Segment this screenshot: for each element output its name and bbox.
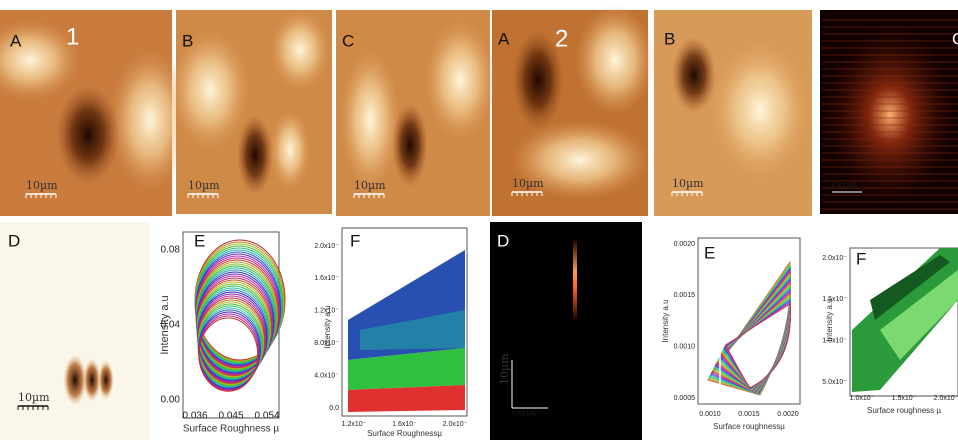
scale-label: 0.00(1/Å) xyxy=(832,183,857,190)
curve xyxy=(724,303,791,389)
panel-letter: E xyxy=(704,243,715,262)
y-tick-label: 2.0x10⁻ xyxy=(314,243,339,250)
panel-d1 xyxy=(0,222,150,440)
panel-c2 xyxy=(820,10,958,214)
panel-letter: E xyxy=(194,231,205,250)
plot-f1 xyxy=(341,227,468,417)
y-tick-label: 0.0005 xyxy=(674,395,696,402)
panel-letter: D xyxy=(8,231,20,250)
scale-label: 10µm xyxy=(512,177,544,190)
x-axis-label: Surface Roughnessµ xyxy=(367,429,442,438)
y-tick-label: 1.5x10⁻ xyxy=(822,296,847,303)
panel-c1 xyxy=(336,10,495,216)
panel-letter: A xyxy=(498,29,510,48)
panel-d2 xyxy=(490,222,642,440)
x-tick-label: 1.6x10⁻ xyxy=(392,421,417,428)
scale-label: 10µm xyxy=(188,179,220,192)
x-tick-label: 0.036 xyxy=(182,411,207,422)
y-axis-label: Intensity a.u xyxy=(661,299,670,342)
scale-label: 10µm xyxy=(498,353,511,385)
scale-label: 10µm xyxy=(18,391,50,404)
panel-letter: F xyxy=(350,231,360,250)
curve xyxy=(198,317,259,392)
y-tick-label: 1.6x10⁻ xyxy=(314,275,339,282)
x-tick-label: 2.0x10⁻ xyxy=(443,421,468,428)
x-tick-label: 1.0x10⁻ xyxy=(850,395,875,402)
panel-a2 xyxy=(492,5,655,216)
x-axis-label: Surface Roughness µ xyxy=(183,424,280,435)
panel-letter: D xyxy=(497,231,509,250)
scale-label: 10µm xyxy=(26,179,58,192)
y-tick-label: 0.0010 xyxy=(674,344,696,351)
y-axis-label: Intensity a.u xyxy=(159,295,171,354)
panel-letter: F xyxy=(856,249,866,268)
group-label: 1 xyxy=(66,23,79,50)
y-tick-label: 8.0x10⁻ xyxy=(314,340,339,347)
group-label: 2 xyxy=(555,25,568,52)
y-tick-label: 1.0x10⁻ xyxy=(822,338,847,345)
x-tick-label: 1.2x10⁻ xyxy=(342,421,367,428)
y-tick-label: 0.0015 xyxy=(674,292,696,299)
plot-f2 xyxy=(849,247,958,397)
x-tick-label: 0.0010 xyxy=(699,411,721,418)
x-axis-label: Surface roughness µ xyxy=(867,406,941,415)
y-tick-label: 0.04 xyxy=(161,320,181,331)
plot-e2 xyxy=(697,237,801,405)
x-tick-label: 2.0x10⁻ xyxy=(934,395,958,402)
panel-letter: C xyxy=(952,29,958,48)
y-tick-label: 1.2x10⁻ xyxy=(314,308,339,315)
y-tick-label: 5.0x10⁻ xyxy=(822,379,847,386)
x-tick-label: 0.054 xyxy=(254,411,279,422)
y-tick-label: 4.0x10⁻ xyxy=(314,372,339,379)
y-tick-label: 0.0 xyxy=(329,405,339,412)
panel-letter: C xyxy=(342,31,354,50)
panel-letter: B xyxy=(182,31,193,50)
scale-label: 10µm xyxy=(672,177,704,190)
x-tick-label: 0.0015 xyxy=(738,411,760,418)
panel-letter: A xyxy=(10,31,22,50)
y-axis-label: Intensity a.u xyxy=(825,298,834,341)
x-tick-label: 1.5x10⁻ xyxy=(892,395,917,402)
y-tick-label: 2.0x10⁻ xyxy=(822,255,847,262)
scale-label: 0.00(1/Å) xyxy=(512,411,537,418)
y-tick-label: 0.08 xyxy=(161,245,181,256)
x-axis-label: Surface roughnessµ xyxy=(713,422,785,431)
plot-e1 xyxy=(182,231,286,419)
panel-b2 xyxy=(654,10,812,216)
y-tick-label: 0.0020 xyxy=(674,241,696,248)
y-tick-label: 0.00 xyxy=(161,395,181,406)
panel-a1 xyxy=(0,10,190,216)
x-tick-label: 0.045 xyxy=(218,411,243,422)
panel-b1 xyxy=(170,10,332,214)
x-tick-label: 0.0020 xyxy=(777,411,799,418)
scale-label: 10µm xyxy=(354,179,386,192)
y-axis-label: Intensity a.u xyxy=(323,305,332,348)
panel-letter: B xyxy=(664,29,675,48)
